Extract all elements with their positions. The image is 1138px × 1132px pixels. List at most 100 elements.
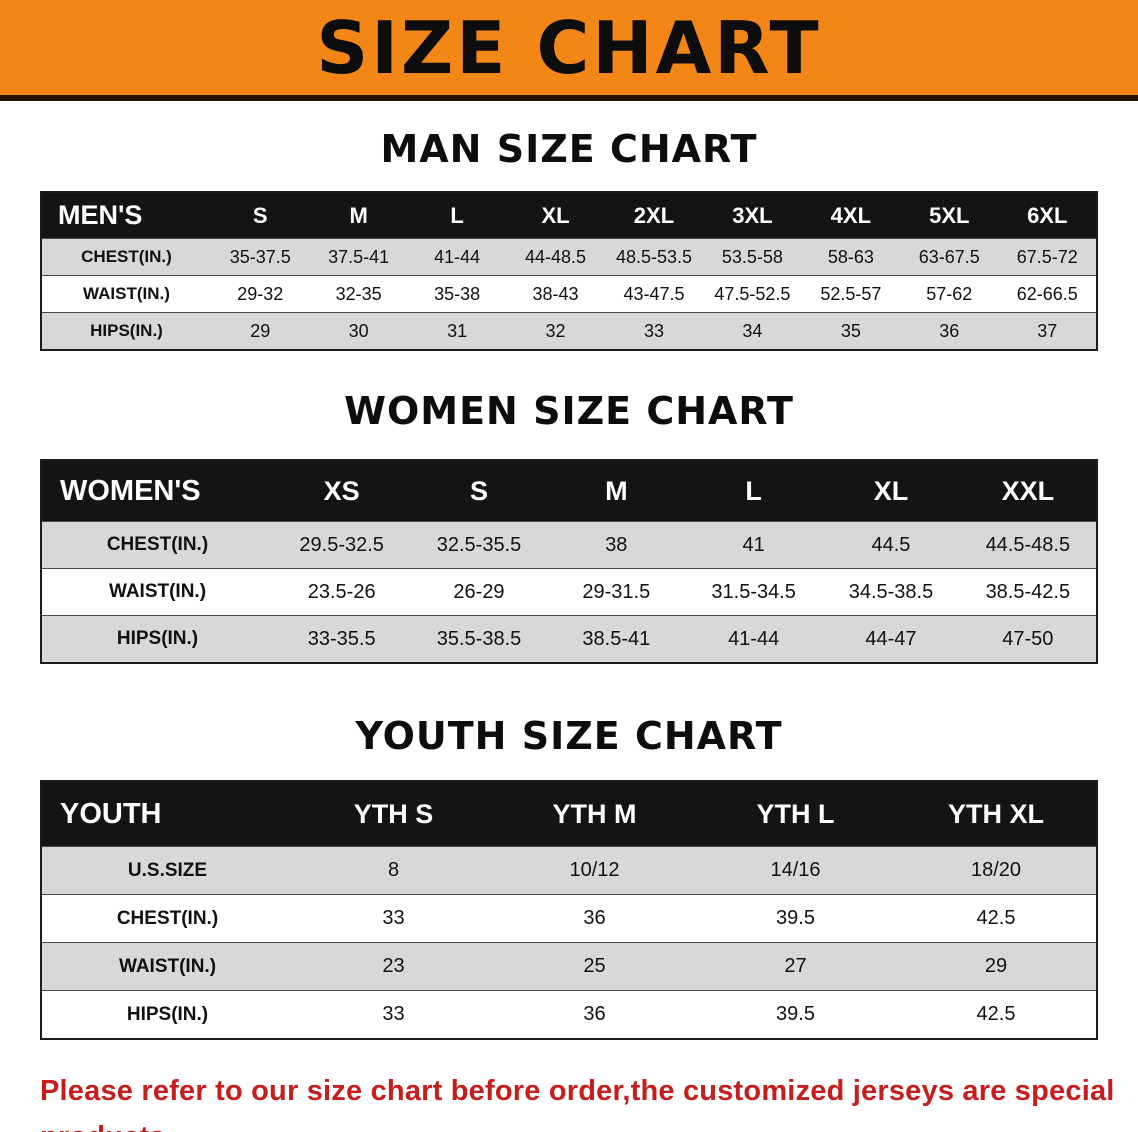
row-label: CHEST(IN.) [41, 238, 211, 276]
cell: 38 [547, 521, 685, 569]
women-chest-row: CHEST(IN.) 29.5-32.5 32.5-35.5 38 41 44.… [41, 521, 1097, 569]
size-col-header: M [547, 460, 685, 522]
men-chest-row: CHEST(IN.) 35-37.5 37.5-41 41-44 44-48.5… [41, 238, 1097, 276]
cell: 62-66.5 [998, 275, 1097, 313]
cell: 26-29 [410, 568, 548, 616]
women-section-heading: WOMEN SIZE CHART [344, 389, 794, 433]
cell: 42.5 [896, 990, 1097, 1039]
youth-section-heading: YOUTH SIZE CHART [355, 714, 783, 758]
cell: 14/16 [695, 846, 896, 895]
men-size-table: MEN'S S M L XL 2XL 3XL 4XL 5XL 6XL CHEST… [40, 191, 1098, 351]
cell: 31.5-34.5 [684, 568, 823, 616]
size-col-header: YTH L [695, 781, 896, 847]
row-label: CHEST(IN.) [41, 894, 293, 943]
row-label: HIPS(IN.) [41, 990, 293, 1039]
youth-hips-row: HIPS(IN.) 33 36 39.5 42.5 [41, 990, 1097, 1039]
youth-size-table: YOUTH YTH S YTH M YTH L YTH XL U.S.SIZE … [40, 780, 1098, 1040]
cell: 29.5-32.5 [273, 521, 411, 569]
cell: 36 [494, 990, 695, 1039]
cell: 44-47 [822, 615, 960, 663]
cell: 29 [896, 942, 1097, 991]
size-col-header: YTH M [494, 781, 695, 847]
cell: 35.5-38.5 [410, 615, 548, 663]
cell: 18/20 [896, 846, 1097, 895]
cell: 52.5-57 [801, 275, 901, 313]
cell: 32.5-35.5 [410, 521, 548, 569]
youth-ussize-row: U.S.SIZE 8 10/12 14/16 18/20 [41, 846, 1097, 895]
cell: 36 [900, 312, 999, 350]
cell: 25 [494, 942, 695, 991]
cell: 47.5-52.5 [703, 275, 802, 313]
cell: 44-48.5 [506, 238, 605, 276]
cell: 34 [703, 312, 802, 350]
men-table-title: MEN'S [41, 192, 211, 239]
cell: 34.5-38.5 [822, 568, 960, 616]
cell: 58-63 [801, 238, 901, 276]
cell: 23 [293, 942, 494, 991]
disclaimer-line-1: Please refer to our size chart before or… [40, 1075, 1115, 1132]
cell: 42.5 [896, 894, 1097, 943]
cell: 37 [998, 312, 1097, 350]
women-header-row: WOMEN'S XS S M L XL XXL [41, 460, 1097, 522]
size-col-header: XL [822, 460, 960, 522]
size-col-header: XL [506, 192, 605, 239]
cell: 33 [293, 990, 494, 1039]
cell: 32-35 [309, 275, 408, 313]
cell: 32 [506, 312, 605, 350]
cell: 53.5-58 [703, 238, 802, 276]
size-col-header: 2XL [604, 192, 704, 239]
cell: 41-44 [684, 615, 823, 663]
row-label: U.S.SIZE [41, 846, 293, 895]
row-label: WAIST(IN.) [41, 568, 273, 616]
women-waist-row: WAIST(IN.) 23.5-26 26-29 29-31.5 31.5-34… [41, 568, 1097, 616]
row-label: WAIST(IN.) [41, 275, 211, 313]
row-label: CHEST(IN.) [41, 521, 273, 569]
youth-waist-row: WAIST(IN.) 23 25 27 29 [41, 942, 1097, 991]
cell: 33 [604, 312, 704, 350]
row-label: WAIST(IN.) [41, 942, 293, 991]
cell: 44.5 [822, 521, 960, 569]
cell: 38.5-42.5 [959, 568, 1097, 616]
cell: 10/12 [494, 846, 695, 895]
cell: 38-43 [506, 275, 605, 313]
cell: 47-50 [959, 615, 1097, 663]
cell: 57-62 [900, 275, 999, 313]
cell: 8 [293, 846, 494, 895]
size-col-header: L [407, 192, 507, 239]
cell: 35-38 [407, 275, 507, 313]
size-col-header: XS [273, 460, 411, 522]
cell: 43-47.5 [604, 275, 704, 313]
cell: 29-32 [211, 275, 310, 313]
cell: 27 [695, 942, 896, 991]
cell: 63-67.5 [900, 238, 999, 276]
cell: 35 [801, 312, 901, 350]
disclaimer-text: Please refer to our size chart before or… [40, 1068, 1138, 1132]
cell: 33-35.5 [273, 615, 411, 663]
size-col-header: S [410, 460, 548, 522]
youth-chest-row: CHEST(IN.) 33 36 39.5 42.5 [41, 894, 1097, 943]
cell: 29-31.5 [547, 568, 685, 616]
men-section-heading: MAN SIZE CHART [380, 127, 758, 171]
size-col-header: YTH XL [896, 781, 1097, 847]
cell: 36 [494, 894, 695, 943]
size-col-header: 6XL [998, 192, 1097, 239]
cell: 35-37.5 [211, 238, 310, 276]
row-label: HIPS(IN.) [41, 312, 211, 350]
cell: 41-44 [407, 238, 507, 276]
row-label: HIPS(IN.) [41, 615, 273, 663]
cell: 37.5-41 [309, 238, 408, 276]
cell: 29 [211, 312, 310, 350]
cell: 48.5-53.5 [604, 238, 704, 276]
cell: 39.5 [695, 990, 896, 1039]
cell: 44.5-48.5 [959, 521, 1097, 569]
size-col-header: 3XL [703, 192, 802, 239]
men-hips-row: HIPS(IN.) 29 30 31 32 33 34 35 36 37 [41, 312, 1097, 350]
size-col-header: XXL [959, 460, 1097, 522]
banner: SIZE CHART [0, 0, 1138, 101]
men-waist-row: WAIST(IN.) 29-32 32-35 35-38 38-43 43-47… [41, 275, 1097, 313]
size-col-header: M [309, 192, 408, 239]
youth-header-row: YOUTH YTH S YTH M YTH L YTH XL [41, 781, 1097, 847]
cell: 23.5-26 [273, 568, 411, 616]
cell: 38.5-41 [547, 615, 685, 663]
